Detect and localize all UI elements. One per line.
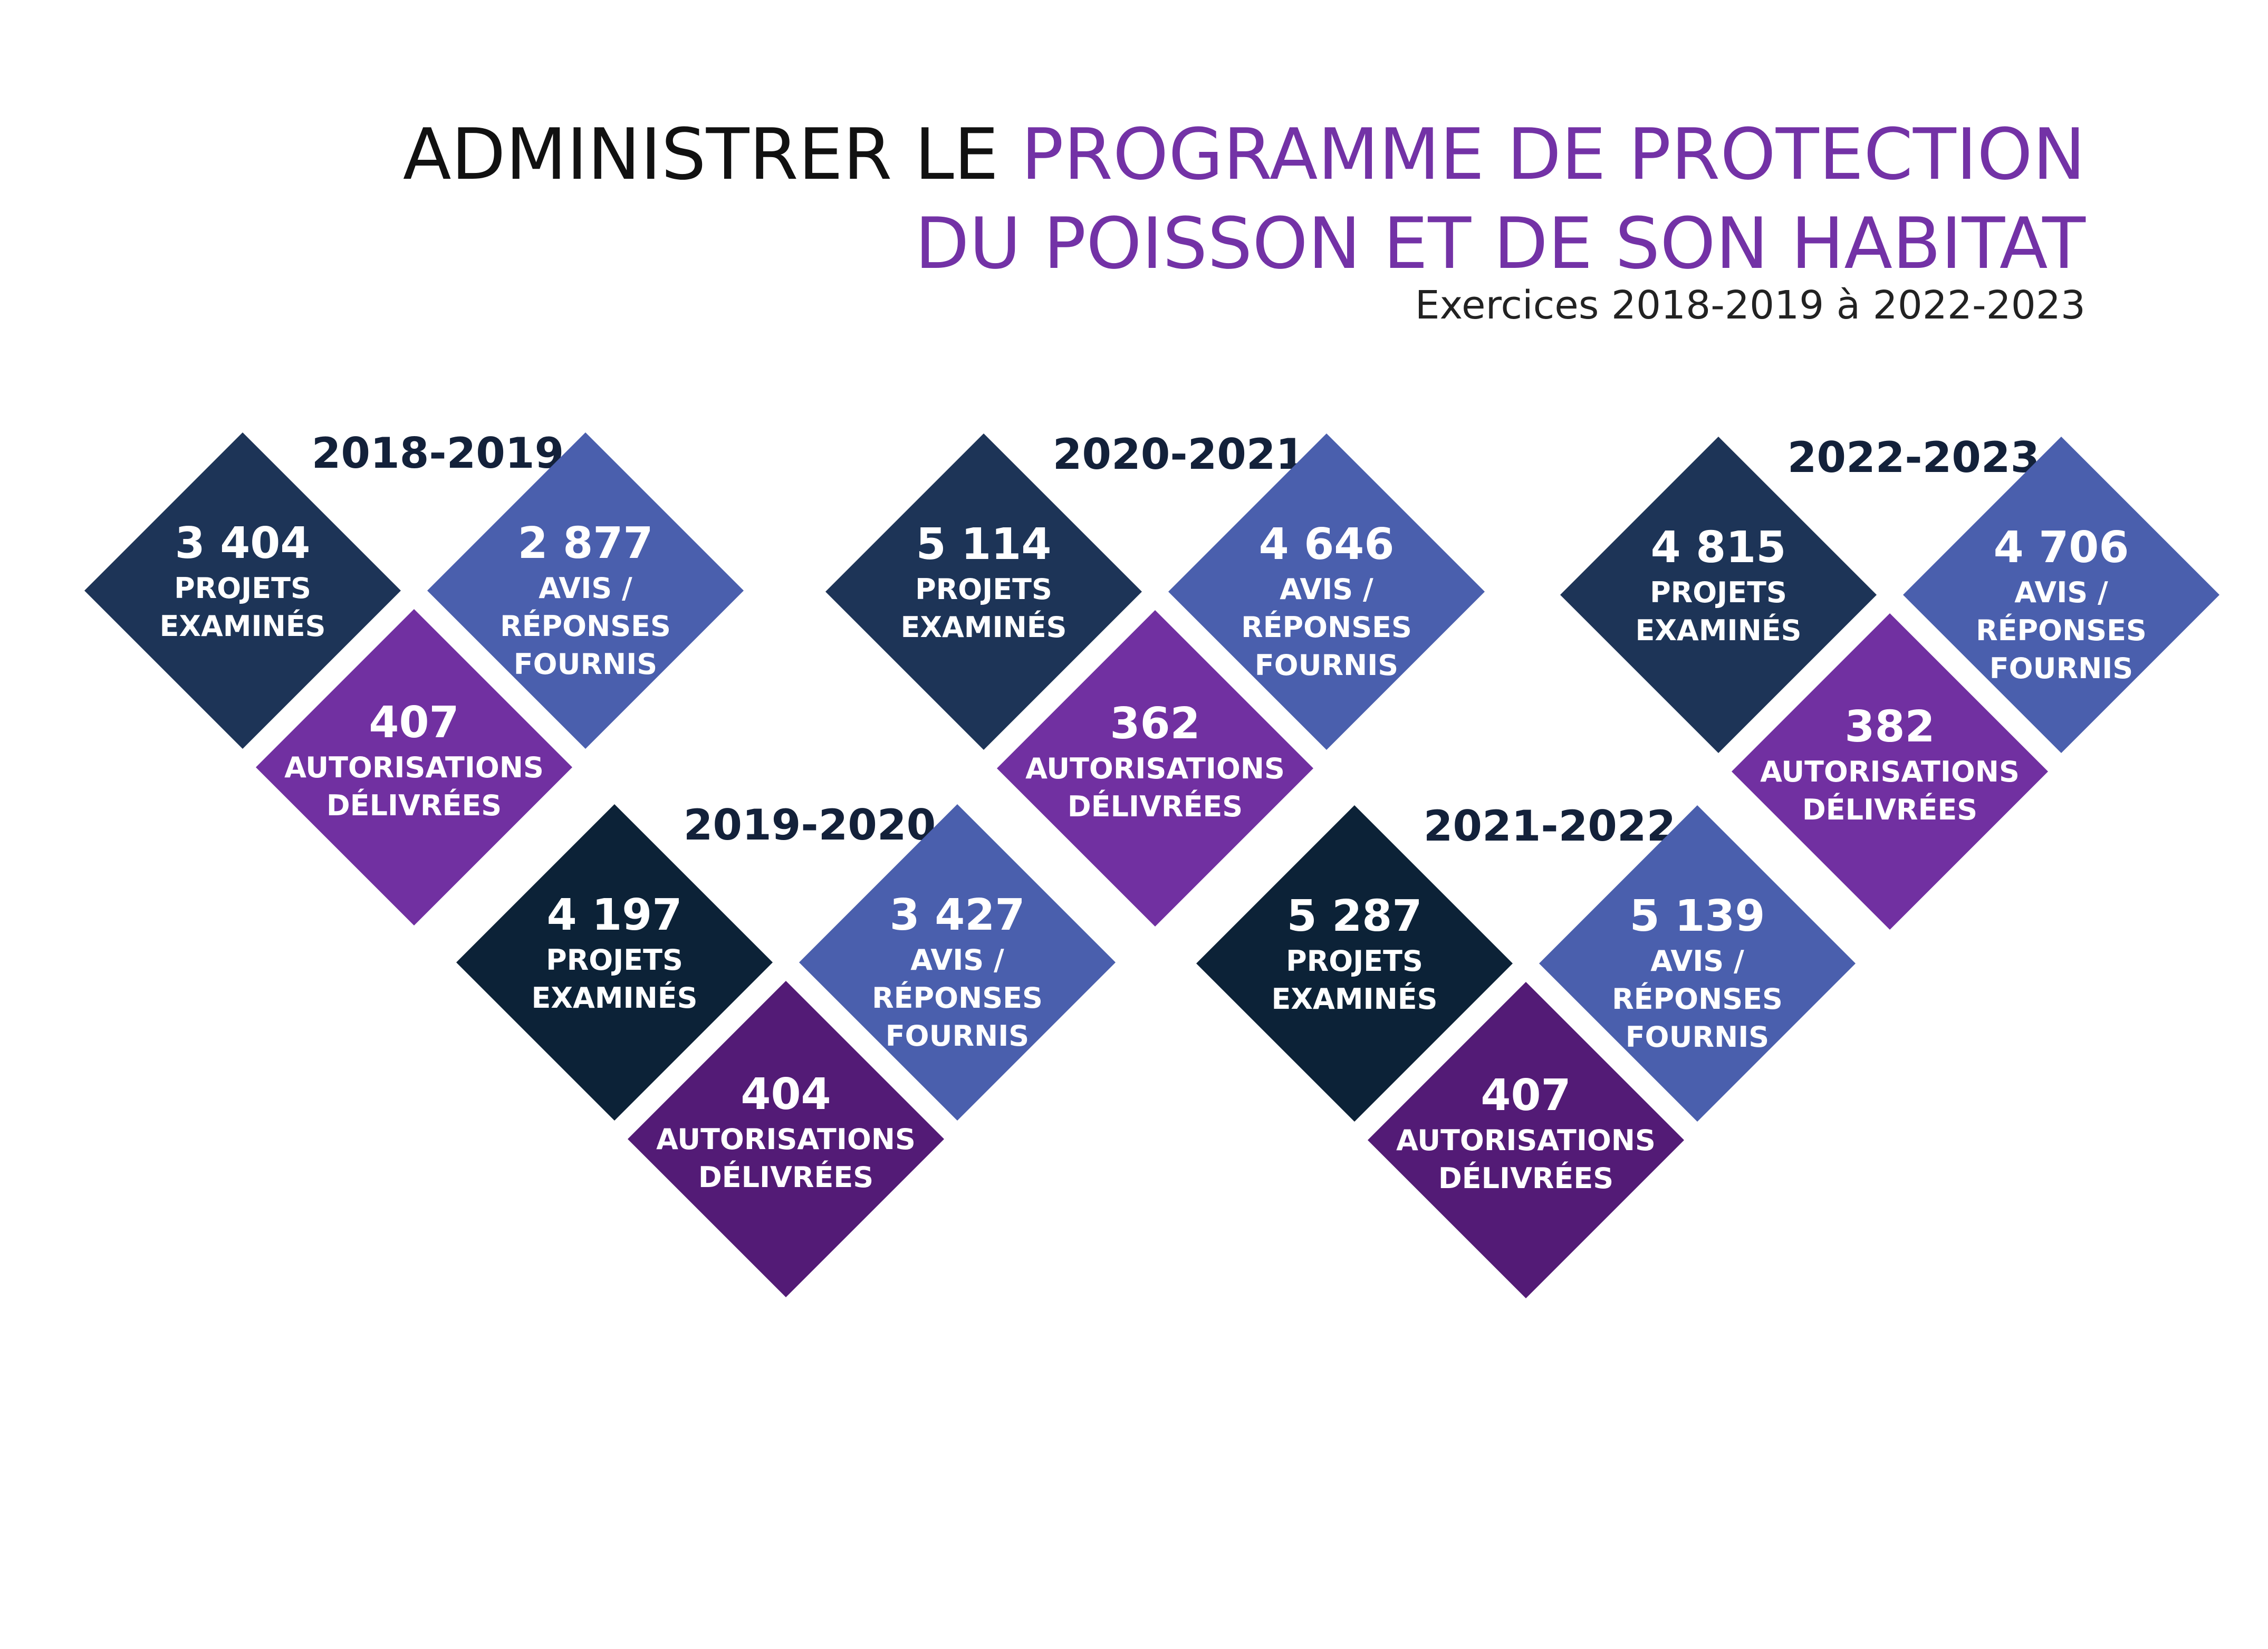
projets-value: 4 815	[1650, 523, 1786, 573]
projets-value: 5 287	[1286, 891, 1423, 941]
autorisations-value: 362	[1110, 699, 1200, 749]
autorisations-label-line: AUTORISATIONS	[1760, 755, 2020, 788]
avis-value: 2 877	[517, 518, 654, 568]
avis-label-line: RÉPONSES	[1976, 614, 2147, 647]
year-label: 2021-2022	[1423, 802, 1676, 851]
projets-label-line: EXAMINÉS	[1635, 614, 1802, 647]
avis-label-line: AVIS /	[1280, 573, 1373, 606]
avis-label-line: RÉPONSES	[500, 610, 671, 643]
page-title-line-1: ADMINISTRER LE PROGRAMME DE PROTECTION	[403, 119, 2086, 190]
autorisations-label-line: DÉLIVRÉES	[1802, 793, 1978, 826]
title-purple-part: PROGRAMME DE PROTECTION	[1021, 113, 2086, 196]
avis-label-line: AVIS /	[1650, 944, 1744, 978]
avis-label-line: RÉPONSES	[1241, 611, 1412, 644]
autorisations-label-line: DÉLIVRÉES	[1438, 1162, 1614, 1195]
avis-label-line: FOURNIS	[885, 1019, 1030, 1053]
avis-value: 4 646	[1258, 519, 1395, 570]
avis-label-line: FOURNIS	[1989, 652, 2134, 685]
autorisations-value: 407	[1481, 1071, 1571, 1121]
year-group-2021-2022: 2021-2022 5 287 PROJETS EXAMINÉS 5 139 A…	[1196, 805, 1882, 1649]
projets-value: 3 404	[175, 518, 311, 568]
projets-label-line: PROJETS	[1286, 944, 1423, 978]
page-title-line-2: DU POISSON ET DE SON HABITAT	[915, 202, 2086, 285]
autorisations-value: 382	[1844, 702, 1935, 752]
autorisations-label-line: DÉLIVRÉES	[1067, 790, 1243, 823]
avis-label-line: AVIS /	[539, 572, 632, 605]
avis-label-line: AVIS /	[910, 943, 1004, 977]
avis-label-line: RÉPONSES	[1612, 982, 1783, 1016]
projets-label-line: EXAMINÉS	[1271, 982, 1438, 1016]
avis-label-line: FOURNIS	[1254, 649, 1399, 682]
projets-label-line: PROJETS	[1650, 576, 1787, 609]
page-subtitle: Exercices 2018-2019 à 2022-2023	[1415, 283, 2086, 328]
projets-label-line: EXAMINÉS	[159, 610, 326, 643]
title-black-part: ADMINISTRER LE	[402, 113, 999, 196]
autorisations-value: 404	[741, 1069, 831, 1120]
autorisations-label-line: AUTORISATIONS	[1025, 752, 1285, 785]
avis-value: 5 139	[1629, 891, 1765, 941]
autorisations-label-line: DÉLIVRÉES	[698, 1161, 874, 1194]
year-label: 2018-2019	[311, 429, 564, 478]
avis-value: 3 427	[889, 890, 1025, 940]
avis-label-line: AVIS /	[2014, 576, 2108, 609]
year-group-2018-2019: 2018-2019 3 404 PROJETS EXAMINÉS 2 877 A…	[84, 432, 770, 1276]
autorisations-label-line: AUTORISATIONS	[1396, 1124, 1656, 1157]
year-label: 2019-2020	[683, 801, 936, 850]
year-group-2020-2021: 2020-2021 5 114 PROJETS EXAMINÉS 4 646 A…	[825, 433, 1511, 1277]
autorisations-value: 407	[369, 698, 459, 748]
year-label: 2020-2021	[1052, 430, 1305, 479]
avis-value: 4 706	[1993, 523, 2129, 573]
projets-label-line: PROJETS	[174, 572, 311, 605]
avis-label-line: FOURNIS	[513, 648, 658, 681]
projets-value: 5 114	[916, 519, 1052, 570]
year-group-2019-2020: 2019-2020 4 197 PROJETS EXAMINÉS 3 427 A…	[456, 804, 1142, 1648]
projets-label-line: PROJETS	[546, 943, 683, 977]
projets-label-line: PROJETS	[915, 573, 1052, 606]
year-group-2022-2023: 2022-2023 4 815 PROJETS EXAMINÉS 4 706 A…	[1560, 437, 2246, 1280]
projets-value: 4 197	[546, 890, 683, 940]
avis-label-line: FOURNIS	[1625, 1020, 1770, 1054]
projets-label-line: EXAMINÉS	[900, 611, 1067, 644]
avis-label-line: RÉPONSES	[872, 981, 1043, 1015]
year-label: 2022-2023	[1787, 433, 2040, 482]
projets-label-line: EXAMINÉS	[531, 981, 698, 1015]
autorisations-label-line: DÉLIVRÉES	[326, 789, 502, 822]
autorisations-label-line: AUTORISATIONS	[284, 751, 544, 784]
autorisations-label-line: AUTORISATIONS	[656, 1123, 916, 1156]
